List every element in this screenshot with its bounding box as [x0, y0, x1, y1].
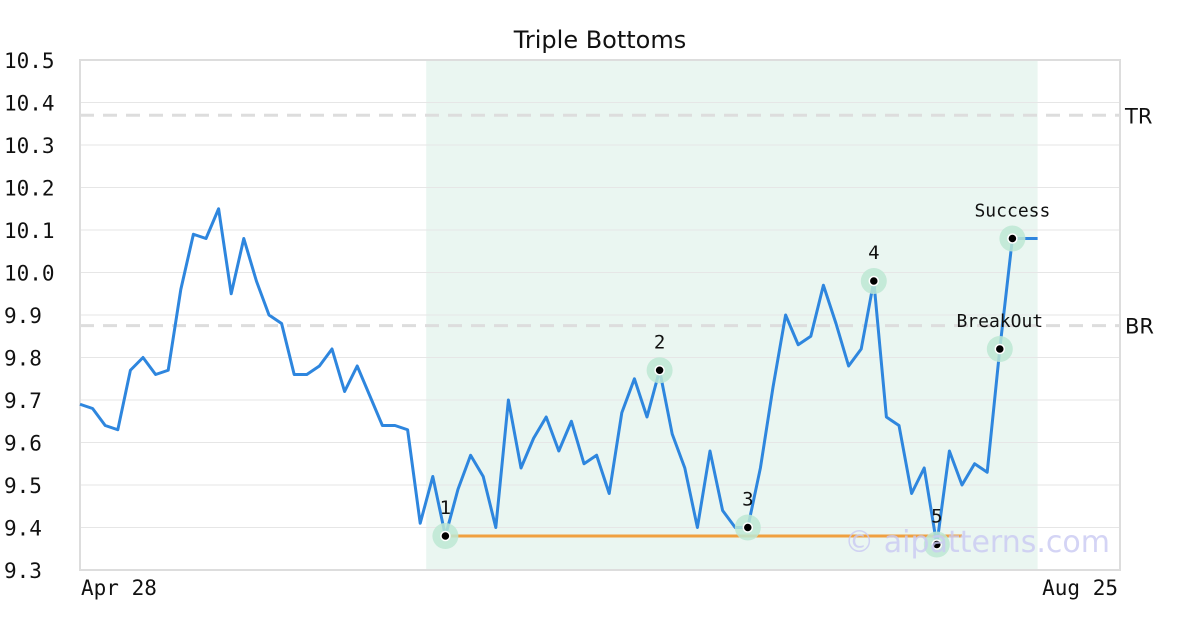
reference-lines-layer: TR BR — [80, 104, 1154, 339]
point-dot — [868, 275, 880, 287]
y-tick-label: 9.3 — [4, 559, 42, 583]
pattern-point: 2 — [646, 331, 673, 384]
point-dot — [994, 343, 1006, 355]
price-series-layer — [79, 207, 1038, 546]
y-tick-label: 10.2 — [4, 177, 55, 201]
y-tick-label: 10.4 — [4, 92, 55, 116]
watermark: © aipatterns.com — [844, 525, 1110, 560]
pattern-point: 1 — [432, 497, 459, 549]
point-label: 1 — [440, 497, 451, 519]
y-tick-label: 9.4 — [4, 517, 42, 541]
x-tick-label-start: Apr 28 — [81, 576, 157, 600]
pattern-point: 3 — [734, 489, 761, 541]
point-dot — [1007, 233, 1018, 244]
axes-layer: 10.5 10.4 10.3 10.2 10.1 10.0 9.9 9.8 9.7 9.6 9.5 9… — [4, 49, 1121, 600]
reference-label-tr: TR — [1124, 104, 1152, 128]
y-tick-label: 9.7 — [4, 389, 42, 413]
point-dot — [742, 522, 754, 533]
gridlines-layer — [80, 102, 1120, 528]
plot-frame — [79, 59, 1121, 571]
pattern-point: 4 — [860, 242, 887, 294]
point-dot — [931, 539, 943, 550]
point-label: Success — [974, 201, 1050, 222]
point-label: 3 — [742, 489, 753, 511]
point-label: 5 — [931, 506, 942, 528]
chart-title: Triple Bottoms — [513, 26, 687, 54]
y-tick-label: 9.5 — [4, 474, 42, 498]
point-dot — [440, 530, 451, 542]
pattern-points-layer: 1 2 3 4 5 BreakOut Success — [432, 201, 1050, 558]
pattern-point: 5 — [923, 506, 950, 558]
reference-label-br: BR — [1125, 315, 1154, 339]
y-tick-label: 10.1 — [4, 219, 55, 243]
pattern-point: BreakOut — [956, 311, 1043, 362]
point-label: 4 — [868, 242, 879, 264]
point-label: 2 — [654, 331, 665, 353]
pattern-point: Success — [974, 201, 1050, 252]
x-tick-label-end: Aug 25 — [1042, 576, 1118, 600]
y-tick-label: 9.8 — [4, 347, 42, 371]
y-tick-label: 10.3 — [4, 134, 55, 158]
y-tick-label: 9.6 — [4, 432, 42, 456]
point-dot — [654, 365, 665, 376]
point-label: BreakOut — [956, 311, 1043, 332]
y-tick-label: 10.5 — [4, 49, 55, 73]
y-tick-label: 10.0 — [4, 262, 55, 286]
y-tick-label: 9.9 — [4, 304, 42, 328]
price-line — [79, 207, 1038, 546]
